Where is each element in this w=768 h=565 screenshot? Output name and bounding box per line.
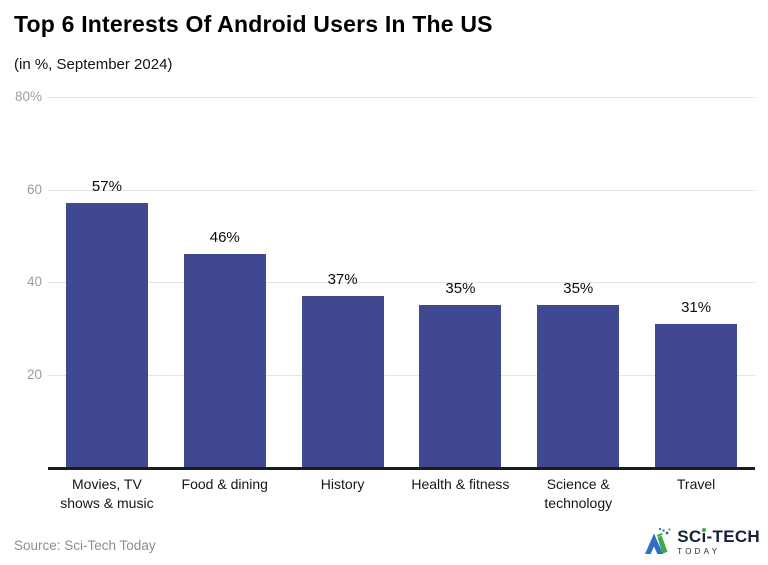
category-label-5: Science & technology: [513, 475, 643, 513]
category-label-2: Food & dining: [160, 475, 290, 494]
brand-logo: SCi-TECH TODAY: [642, 526, 760, 558]
bar-4: [419, 305, 502, 467]
category-label-line: shows & music: [60, 495, 154, 511]
y-tick-label-40: 40: [26, 274, 42, 289]
gridline-40: [48, 282, 755, 283]
brand-name: SCi-TECH: [677, 527, 760, 546]
gridline-80: [48, 97, 755, 98]
gridline-20: [48, 374, 755, 376]
category-label-line: Movies, TV: [72, 476, 142, 492]
bar-3: [301, 295, 384, 467]
brand-subname: TODAY: [677, 547, 721, 556]
bar-value-label-4: 35%: [445, 280, 476, 298]
bar-value-label-5: 35%: [563, 280, 594, 298]
chart-subtitle: (in %, September 2024): [14, 56, 173, 73]
bar-value-label-2: 46%: [209, 229, 240, 247]
category-label-4: Health & fitness: [395, 475, 525, 494]
category-label-line: Food & dining: [181, 476, 268, 492]
category-label-line: Science &: [546, 476, 610, 492]
bar-2: [183, 254, 266, 467]
bar-value-label-1: 57%: [91, 178, 122, 196]
category-label-line: History: [320, 476, 365, 492]
source-text: Source: Sci-Tech Today: [14, 538, 156, 553]
bar-6: [655, 323, 738, 467]
category-label-6: Travel: [631, 475, 761, 494]
category-label-1: Movies, TV shows & music: [42, 475, 172, 513]
sci-tech-logo-icon: [642, 526, 674, 558]
brand-i-letter: i: [701, 527, 707, 546]
category-label-line: technology: [544, 495, 613, 511]
bar-value-label-3: 37%: [327, 270, 358, 288]
bar-1: [65, 203, 148, 467]
brand-text: SCi-TECH TODAY: [677, 528, 760, 556]
y-tick-label-20: 20: [26, 366, 42, 382]
bar-5: [537, 305, 620, 467]
gridline-60: [48, 189, 755, 191]
chart-title: Top 6 Interests Of Android Users In The …: [14, 11, 493, 37]
y-tick-label-60: 60: [26, 181, 42, 197]
category-label-3: History: [278, 475, 408, 494]
x-axis-line: [48, 467, 755, 470]
bar-value-label-6: 31%: [681, 298, 712, 316]
category-label-line: Travel: [676, 476, 716, 492]
category-label-line: Health & fitness: [411, 476, 510, 492]
y-tick-label-80: 80%: [14, 89, 42, 104]
